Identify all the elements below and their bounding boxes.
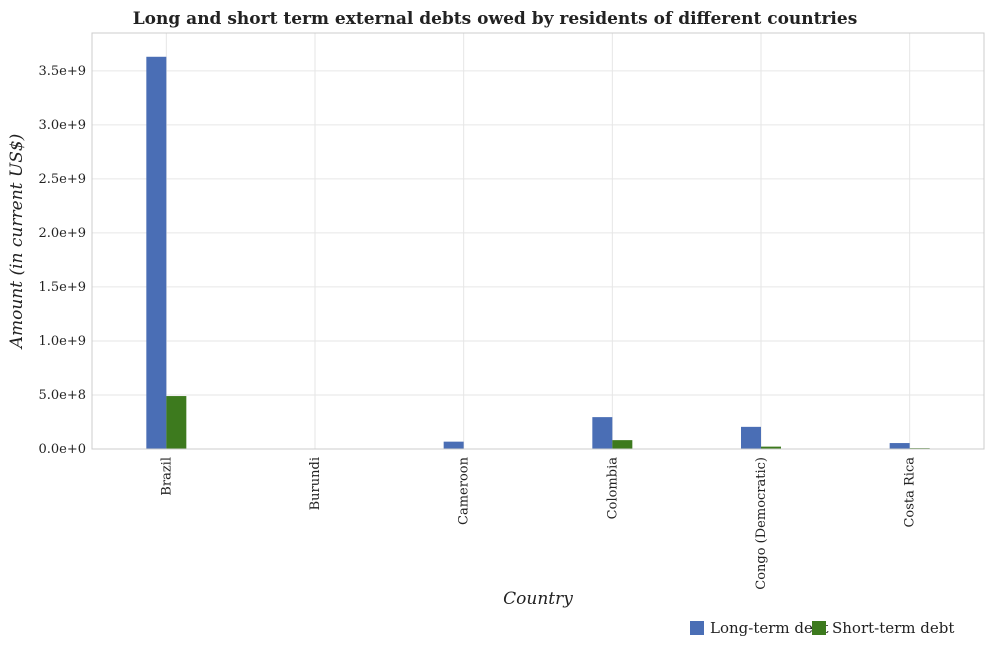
bar-long-term-debt — [443, 441, 464, 449]
y-tick-label: 2.5e+9 — [38, 172, 86, 187]
y-axis-ticks: 0.0e+0 5.0e+8 1.0e+9 1.5e+9 2.0e+9 2.5e+9 3.0e… — [38, 64, 86, 457]
x-axis-ticks: Brazil Burundi Cameroon Colombia Congo (Demo… — [159, 456, 917, 589]
grid — [92, 33, 984, 450]
x-tick-label: Cameroon — [457, 456, 472, 525]
x-tick-label: Costa Rica — [903, 457, 918, 528]
bar-short-term-debt — [761, 446, 781, 449]
bar-long-term-debt — [889, 443, 910, 449]
bar-short-term-debt — [166, 396, 187, 449]
bar-long-term-debt — [741, 426, 761, 449]
bar-long-term-debt — [592, 417, 613, 449]
x-axis-label: Country — [503, 589, 573, 609]
x-tick-label: Burundi — [308, 457, 323, 510]
y-tick-label: 2.0e+9 — [38, 226, 86, 241]
chart-title: Long and short term external debts owed … — [133, 9, 858, 29]
y-axis-label: Amount (in current US$) — [7, 134, 27, 351]
bars — [146, 56, 930, 450]
x-tick-label: Colombia — [605, 457, 620, 520]
y-tick-label: 1.0e+9 — [38, 334, 86, 349]
x-tick-label: Congo (Democratic) — [754, 457, 769, 590]
plot-border — [91, 32, 985, 450]
bar-long-term-debt — [146, 56, 167, 450]
y-tick-label: 1.5e+9 — [38, 280, 86, 295]
legend-label: Long-term debt — [710, 619, 829, 637]
legend: Long-term debt Short-term debt — [690, 619, 954, 637]
y-tick-label: 0.0e+0 — [38, 442, 86, 457]
x-tick-label: Brazil — [159, 457, 174, 496]
y-tick-label: 3.0e+9 — [38, 118, 86, 133]
y-tick-label: 5.0e+8 — [38, 388, 86, 403]
plot-area — [92, 33, 984, 449]
legend-swatch — [690, 621, 704, 635]
bar-short-term-debt — [612, 440, 633, 449]
legend-label: Short-term debt — [832, 619, 954, 637]
y-tick-label: 3.5e+9 — [38, 64, 86, 79]
legend-swatch — [812, 621, 826, 635]
